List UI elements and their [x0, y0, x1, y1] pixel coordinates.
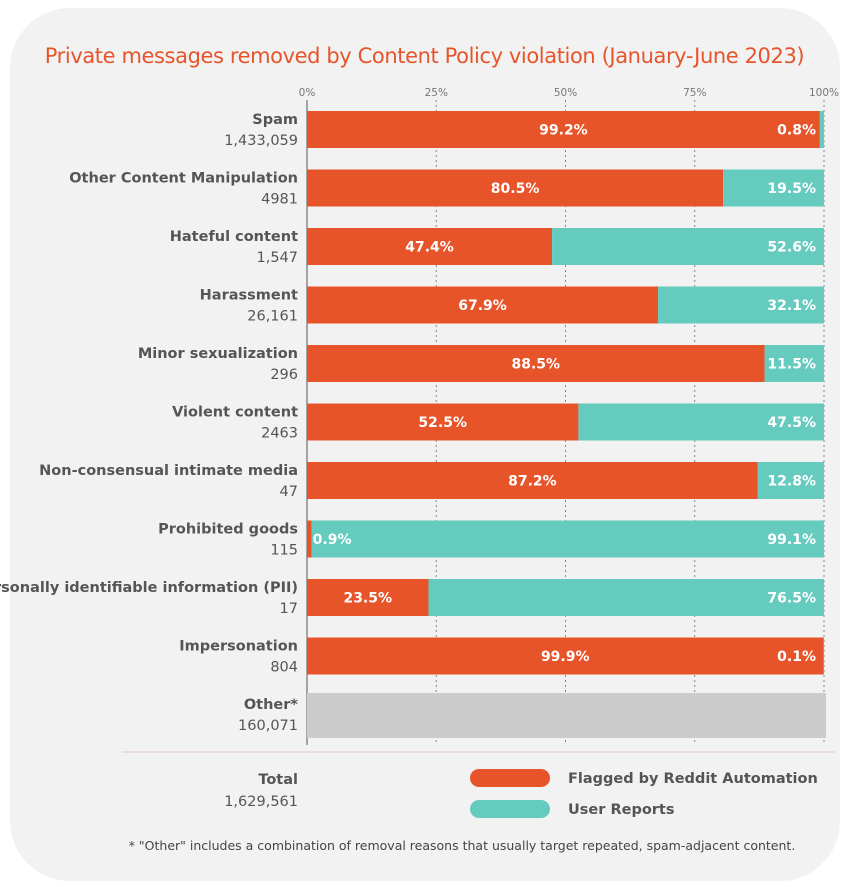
- bar-label-flagged: 99.2%: [539, 123, 588, 139]
- bar-label-flagged: 52.5%: [418, 415, 467, 431]
- bar-label-user-reports: 47.5%: [767, 415, 816, 431]
- bar-label-user-reports: 12.8%: [767, 474, 816, 490]
- bar-user-reports: [764, 345, 824, 382]
- bar-user-reports: [723, 169, 824, 207]
- bar-label-user-reports: 0.8%: [777, 123, 816, 139]
- category-name: Violent content: [172, 405, 298, 421]
- bar-flagged: [307, 637, 824, 675]
- category-name: Minor sexualization: [138, 346, 298, 362]
- x-tick-label: 25%: [425, 87, 448, 99]
- category-count: 1,547: [256, 250, 298, 266]
- bar-label-user-reports: 19.5%: [767, 181, 816, 197]
- bar-flagged: [307, 228, 553, 265]
- bar-label-flagged: 80.5%: [491, 181, 540, 197]
- bar-label-user-reports: 11.5%: [767, 357, 816, 373]
- bar-label-user-reports: 76.5%: [767, 591, 816, 607]
- bar-label-flagged: 67.9%: [458, 298, 507, 314]
- bar-flagged: [307, 286, 659, 324]
- category-count: 115: [270, 543, 298, 559]
- bar-label-user-reports: 0.1%: [777, 649, 816, 665]
- bar-flagged: [307, 345, 765, 382]
- bar-user-reports: [819, 111, 824, 148]
- bar-flagged: [307, 111, 820, 148]
- category-name: Harassment: [200, 288, 298, 304]
- x-axis-ticks: 0% 25% 50% 75% 100%: [299, 87, 839, 99]
- legend: Flagged by Reddit Automation User Report…: [470, 769, 818, 818]
- bar-label-flagged: 99.9%: [541, 649, 590, 665]
- legend-swatch-user-reports: [470, 800, 550, 818]
- bar-user-reports: [311, 520, 824, 558]
- category-name: Other Content Manipulation: [69, 171, 298, 187]
- bar-flagged: [307, 403, 579, 441]
- chart-title: Private messages removed by Content Poli…: [44, 44, 805, 68]
- bar-label-flagged: 87.2%: [508, 474, 557, 490]
- legend-swatch-flagged: [470, 769, 550, 787]
- bar-unsplit: [307, 693, 826, 738]
- category-count: 17: [280, 601, 298, 617]
- bar-flagged: [307, 579, 429, 616]
- category-count: 47: [280, 484, 298, 500]
- bar-label-user-reports: 99.1%: [767, 532, 816, 548]
- total-label: Total: [258, 772, 298, 788]
- x-tick-label: 0%: [299, 87, 316, 99]
- bar-flagged: [307, 520, 312, 558]
- category-name: Hateful content: [170, 229, 298, 245]
- category-count: 4981: [261, 192, 298, 208]
- category-count: 804: [270, 660, 298, 676]
- footnote: * "Other" includes a combination of remo…: [129, 838, 796, 853]
- bar-label-user-reports: 52.6%: [767, 240, 816, 256]
- x-tick-label: 100%: [809, 87, 839, 99]
- x-tick-label: 50%: [554, 87, 577, 99]
- bars: 99.2% 0.8% 80.5% 19.5% 47.4% 52.6% 67.9% 32.1% 8…: [307, 111, 826, 738]
- category-name: Spam: [252, 112, 298, 128]
- bar-label-flagged: 23.5%: [343, 591, 392, 607]
- bar-flagged: [307, 169, 724, 207]
- bar-user-reports: [823, 637, 824, 675]
- category-count: 26,161: [247, 309, 298, 325]
- category-count: 160,071: [238, 718, 298, 734]
- total-value: 1,629,561: [224, 794, 298, 810]
- bar-label-flagged: 47.4%: [405, 240, 454, 256]
- category-count: 1,433,059: [224, 133, 298, 149]
- legend-label-flagged: Flagged by Reddit Automation: [568, 771, 818, 787]
- category-name: Non-consensual intimate media: [39, 463, 298, 479]
- category-count: 296: [270, 367, 298, 383]
- bar-label-flagged: 88.5%: [511, 357, 560, 373]
- bar-user-reports: [552, 228, 824, 265]
- bar-user-reports: [428, 579, 824, 616]
- category-name: Prohibited goods: [158, 522, 298, 538]
- category-count: 2463: [261, 426, 298, 442]
- bar-user-reports: [658, 286, 824, 324]
- legend-label-user-reports: User Reports: [568, 802, 675, 818]
- bar-user-reports: [578, 403, 824, 441]
- bar-user-reports: [757, 462, 824, 499]
- category-labels: Spam 1,433,059 Other Content Manipulation 4…: [0, 112, 298, 734]
- bar-label-user-reports: 32.1%: [767, 298, 816, 314]
- category-name: Impersonation: [179, 639, 298, 655]
- bar-flagged: [307, 462, 758, 499]
- category-name: Personally identifiable information (PII…: [0, 580, 298, 596]
- x-tick-label: 75%: [683, 87, 706, 99]
- category-name: Other*: [244, 697, 299, 713]
- bar-label-flagged: 0.9%: [313, 532, 352, 548]
